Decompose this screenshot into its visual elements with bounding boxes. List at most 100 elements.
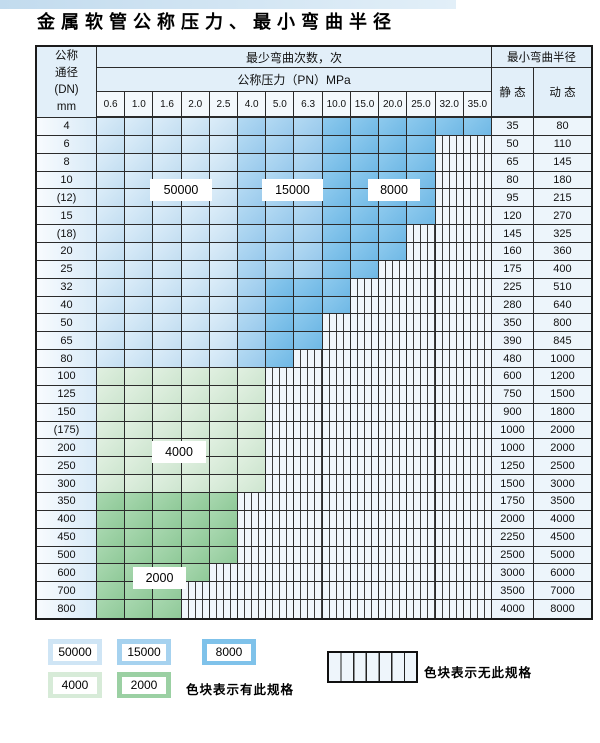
cycle-cell [181, 421, 210, 440]
cycle-cell [266, 153, 295, 172]
cycle-cell [435, 260, 464, 279]
cycle-cell [407, 457, 436, 476]
cycle-cell [97, 314, 126, 333]
dynamic-value-cell: 270 [533, 207, 591, 226]
cycle-cell [407, 475, 436, 493]
corner-line-2: 通径 [55, 67, 78, 79]
cycle-cell [181, 582, 210, 601]
cycle-cell [97, 243, 126, 261]
cycle-cell [125, 135, 154, 154]
overlay-label-15000: 15000 [262, 179, 323, 201]
cycle-cell [435, 225, 464, 243]
cycle-cell [435, 564, 464, 583]
legend-striped-box [327, 651, 418, 683]
dynamic-value-cell: 1200 [533, 368, 591, 386]
cycle-cell [209, 207, 239, 226]
cycle-cell [350, 118, 380, 136]
cycle-cell [350, 439, 380, 458]
cycle-cell [350, 296, 380, 315]
cycle-cell [181, 600, 210, 618]
cycle-cell [350, 350, 380, 368]
static-value-cell: 160 [491, 243, 534, 261]
cycle-cell [463, 582, 492, 601]
cycle-cell [209, 493, 239, 511]
cycle-cell [266, 564, 295, 583]
cycle-cell [209, 225, 239, 243]
cycle-cell [435, 314, 464, 333]
static-value-cell: 35 [491, 118, 534, 136]
cycle-cell [463, 510, 492, 529]
dn-label-cell: (18) [37, 225, 97, 243]
cycle-cell [181, 314, 210, 333]
legend-box-2000-label: 2000 [122, 676, 166, 694]
cycle-cell [238, 368, 267, 386]
cycle-cell [407, 421, 436, 440]
cycle-cell [181, 350, 210, 368]
static-value-cell: 175 [491, 260, 534, 279]
cycle-cell [238, 207, 267, 226]
cycle-cell [238, 510, 267, 529]
cycle-cell [294, 510, 323, 529]
cycle-cell [294, 153, 323, 172]
cycle-cell [266, 260, 295, 279]
static-value-cell: 280 [491, 296, 534, 315]
cycle-cell [379, 493, 408, 511]
cycle-cell [379, 118, 408, 136]
pressure-tick: 15.0 [350, 92, 380, 118]
cycle-cell [294, 368, 323, 386]
static-value-cell: 390 [491, 332, 534, 351]
cycle-cell [294, 564, 323, 583]
cycle-cell [463, 332, 492, 351]
cycle-cell [322, 278, 351, 297]
cycle-cell [238, 225, 267, 243]
static-value-cell: 350 [491, 314, 534, 333]
cycle-cell [294, 118, 323, 136]
cycle-cell [435, 368, 464, 386]
legend-box-8000: 8000 [202, 639, 256, 665]
cycle-cell [463, 171, 492, 190]
page-title: 金属软管公称压力、最小弯曲半径 [37, 12, 397, 33]
dynamic-value-cell: 3000 [533, 475, 591, 493]
dynamic-value-cell: 2000 [533, 421, 591, 440]
cycle-cell [294, 314, 323, 333]
pressure-tick: 0.6 [97, 92, 126, 118]
cycle-cell [153, 385, 182, 404]
cycle-cell [350, 243, 380, 261]
cycle-cell [238, 564, 267, 583]
dynamic-header: 动 态 [533, 68, 591, 118]
spec-table: 公称 通径 (DN) mm 最少弯曲次数，次 最小弯曲半径 公称压力（PN）MP… [35, 45, 593, 620]
cycle-cell [407, 546, 436, 565]
cycle-cell [97, 189, 126, 208]
cycle-cell [407, 350, 436, 368]
cycle-cell [463, 153, 492, 172]
corner-line-4: mm [56, 101, 77, 113]
cycle-cell [153, 528, 182, 547]
cycle-cell [435, 403, 464, 422]
cycle-cell [322, 546, 351, 565]
cycle-cell [322, 207, 351, 226]
cycle-cell [153, 278, 182, 297]
cycle-cell [181, 135, 210, 154]
dn-label-cell: (12) [37, 189, 97, 208]
cycle-cell [125, 118, 154, 136]
cycle-cell [97, 439, 126, 458]
cycle-cell [97, 403, 126, 422]
cycle-cell [407, 314, 436, 333]
dynamic-value-cell: 1800 [533, 403, 591, 422]
dynamic-value-cell: 640 [533, 296, 591, 315]
bend-cycles-header: 最少弯曲次数，次 [97, 47, 492, 68]
cycle-cell [125, 368, 154, 386]
static-value-cell: 1250 [491, 457, 534, 476]
cycle-cell [322, 118, 351, 136]
cycle-cell [209, 368, 239, 386]
cycle-cell [322, 421, 351, 440]
cycle-cell [97, 510, 126, 529]
cycle-cell [153, 546, 182, 565]
static-value-cell: 1750 [491, 493, 534, 511]
cycle-cell [435, 493, 464, 511]
cycle-cell [379, 421, 408, 440]
cycle-cell [463, 546, 492, 565]
static-value-cell: 3500 [491, 582, 534, 601]
pressure-tick: 5.0 [266, 92, 295, 118]
legend-box-8000-label: 8000 [207, 643, 251, 661]
